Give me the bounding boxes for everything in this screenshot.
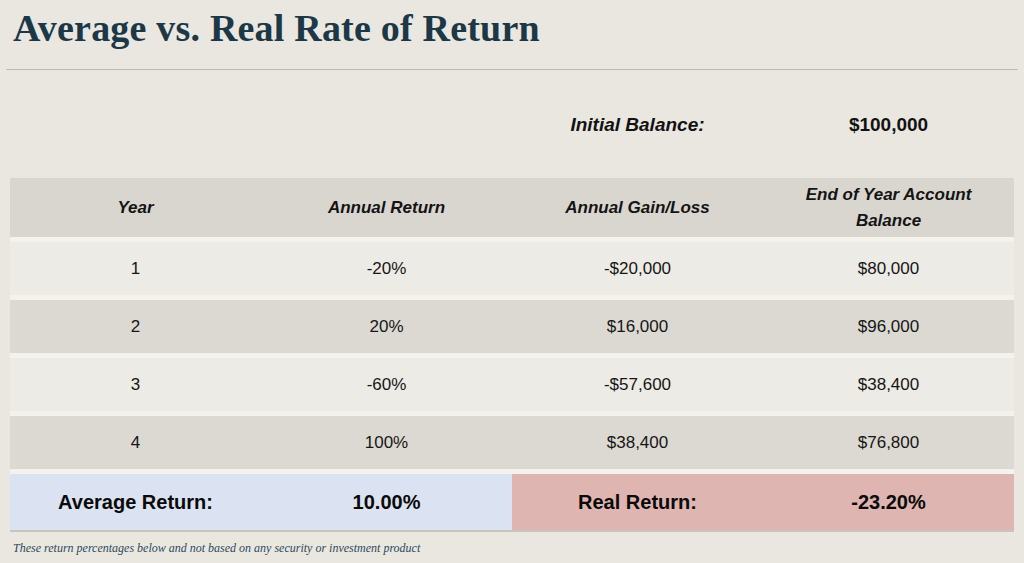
initial-balance-value: $100,000 [763, 114, 1014, 136]
initial-balance-row: Initial Balance: $100,000 [10, 100, 1014, 150]
year-cell: 1 [10, 259, 261, 279]
table-row: 3 -60% -$57,600 $38,400 [10, 358, 1014, 411]
table-row: 1 -20% -$20,000 $80,000 [10, 242, 1014, 295]
annual-return-cell: 20% [261, 317, 512, 337]
real-return-section: Real Return: -23.20% [512, 474, 1014, 530]
end-balance-cell: $76,800 [763, 433, 1014, 453]
slide: Average vs. Real Rate of Return Initial … [0, 0, 1024, 563]
gain-loss-cell: -$57,600 [512, 375, 763, 395]
page-title: Average vs. Real Rate of Return [13, 6, 540, 50]
column-header-end-of-year-balance: End of Year Account Balance [794, 182, 984, 233]
table-header-row: Year Annual Return Annual Gain/Loss End … [10, 178, 1014, 237]
year-cell: 2 [10, 317, 261, 337]
end-balance-cell: $96,000 [763, 317, 1014, 337]
average-return-label: Average Return: [10, 491, 261, 514]
gain-loss-cell: $16,000 [512, 317, 763, 337]
disclaimer-text: These return percentages below and not b… [13, 541, 420, 556]
annual-return-cell: -20% [261, 259, 512, 279]
gain-loss-cell: -$20,000 [512, 259, 763, 279]
annual-return-cell: 100% [261, 433, 512, 453]
table-row: 2 20% $16,000 $96,000 [10, 300, 1014, 353]
real-return-value: -23.20% [763, 491, 1014, 514]
summary-row: Average Return: 10.00% Real Return: -23.… [10, 474, 1014, 532]
end-balance-cell: $38,400 [763, 375, 1014, 395]
column-header-annual-return: Annual Return [261, 198, 512, 218]
title-divider [6, 69, 1018, 70]
column-header-annual-gain-loss: Annual Gain/Loss [512, 198, 763, 218]
average-return-value: 10.00% [261, 491, 512, 514]
initial-balance-label: Initial Balance: [512, 114, 763, 136]
average-return-section: Average Return: 10.00% [10, 474, 512, 530]
year-cell: 4 [10, 433, 261, 453]
table-row: 4 100% $38,400 $76,800 [10, 416, 1014, 469]
end-balance-cell: $80,000 [763, 259, 1014, 279]
real-return-label: Real Return: [512, 491, 763, 514]
returns-table: Year Annual Return Annual Gain/Loss End … [10, 178, 1014, 532]
column-header-year: Year [10, 198, 261, 218]
year-cell: 3 [10, 375, 261, 395]
annual-return-cell: -60% [261, 375, 512, 395]
gain-loss-cell: $38,400 [512, 433, 763, 453]
